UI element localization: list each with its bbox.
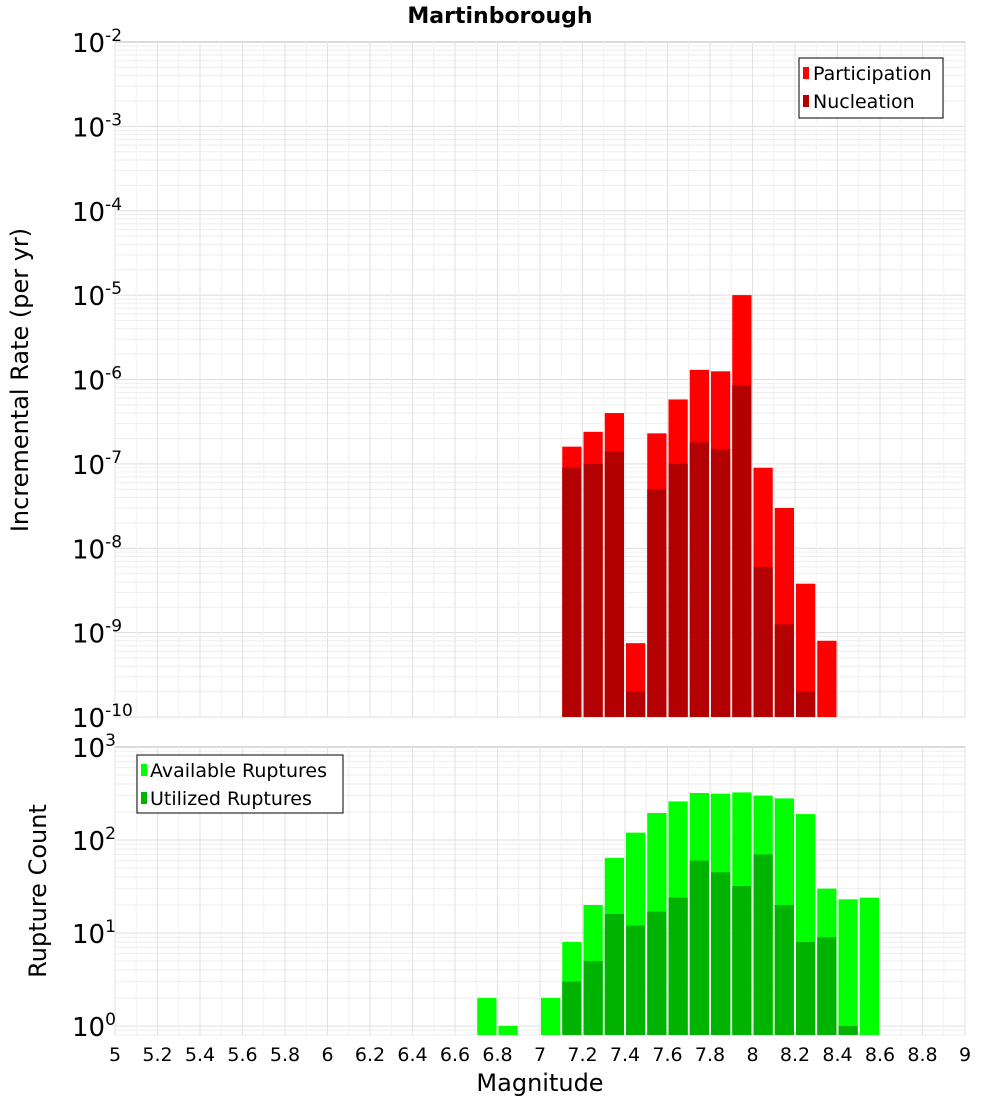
bar-nucleation	[732, 385, 752, 717]
x-tick-label: 6.2	[355, 1044, 385, 1066]
count-legend-box	[136, 754, 344, 814]
y-tick-label: 100	[72, 1010, 116, 1043]
nucleation-legend-swatch	[803, 95, 809, 107]
bar-utilized-ruptures	[732, 886, 752, 1035]
bar-utilized-ruptures	[647, 911, 667, 1035]
bar-utilized-ruptures	[626, 925, 646, 1035]
available-legend-label: Available Ruptures	[150, 760, 327, 782]
bar-available-ruptures	[498, 1025, 518, 1035]
bar-nucleation	[796, 691, 816, 717]
bar-available-ruptures	[541, 997, 561, 1035]
bar-utilized-ruptures	[796, 942, 816, 1035]
bar-utilized-ruptures	[668, 897, 688, 1035]
x-tick-label: 8.4	[822, 1044, 852, 1066]
x-tick-label: 7.8	[695, 1044, 725, 1066]
rate-bars	[562, 295, 837, 717]
x-tick-label: 6	[321, 1044, 333, 1066]
bar-available-ruptures	[838, 899, 858, 1035]
bar-utilized-ruptures	[562, 981, 582, 1035]
utilized-legend-swatch	[141, 792, 147, 804]
bar-utilized-ruptures	[583, 960, 603, 1035]
x-tick-label: 5.6	[227, 1044, 257, 1066]
x-tick-label: 5.2	[142, 1044, 172, 1066]
x-tick-label: 8.6	[865, 1044, 895, 1066]
chart-title: Martinborough	[407, 4, 592, 29]
bar-nucleation	[711, 449, 731, 717]
nucleation-legend-label: Nucleation	[813, 91, 915, 113]
bar-nucleation	[626, 691, 646, 717]
bar-utilized-ruptures	[774, 904, 794, 1035]
y-tick-label: 10-2	[72, 26, 122, 59]
bar-nucleation	[668, 463, 688, 717]
rate-gridlines	[114, 42, 966, 718]
x-axis-label: Magnitude	[476, 1069, 603, 1097]
count-y-tick-labels: 100 101 102 103	[72, 731, 116, 1043]
x-tick-label: 6.6	[440, 1044, 470, 1066]
participation-legend-label: Participation	[813, 63, 932, 85]
bar-utilized-ruptures	[817, 937, 837, 1035]
x-tick-label: 8.2	[780, 1044, 810, 1066]
x-tick-label: 7	[534, 1044, 546, 1066]
x-tick-label: 7.6	[652, 1044, 682, 1066]
bar-nucleation	[774, 624, 794, 717]
y-tick-label: 10-6	[72, 364, 122, 397]
x-tick-label: 7.4	[610, 1044, 640, 1066]
participation-legend-swatch	[803, 67, 809, 79]
x-tick-label: 8	[746, 1044, 758, 1066]
rate-y-tick-labels: 10-10 10-9 10-8 10-7 10-6 10-5 10-4 10-3 10-2	[72, 26, 133, 734]
y-tick-label: 10-8	[72, 532, 122, 565]
y-tick-label: 10-5	[72, 279, 122, 312]
bar-nucleation	[604, 451, 624, 717]
bar-participation	[817, 640, 837, 717]
bar-utilized-ruptures	[838, 1025, 858, 1035]
bar-utilized-ruptures	[711, 872, 731, 1035]
count-bars	[477, 792, 879, 1035]
bar-available-ruptures	[859, 897, 879, 1035]
y-tick-label: 10-3	[72, 110, 122, 143]
bar-nucleation	[647, 489, 667, 717]
rate-legend: Participation Nucleation	[798, 57, 944, 119]
x-tick-label: 5.4	[185, 1044, 215, 1066]
x-tick-label: 5.8	[270, 1044, 300, 1066]
bar-nucleation	[753, 566, 773, 717]
y-tick-label: 10-7	[72, 448, 122, 481]
bar-utilized-ruptures	[753, 854, 773, 1035]
x-tick-label: 9	[959, 1044, 971, 1066]
y-tick-label: 102	[72, 824, 116, 857]
x-tick-label: 7.2	[567, 1044, 597, 1066]
count-panel: 100 101 102 103 5 5.2 5.4 5.6 5.8 6 6.2 6.4 6.6 6.8 7…	[24, 731, 971, 1097]
bar-nucleation	[689, 442, 709, 717]
x-tick-labels: 5 5.2 5.4 5.6 5.8 6 6.2 6.4 6.6 6.8 7 7.2 7.4 7.6 7.8 8…	[109, 1044, 971, 1066]
y-tick-label: 10-10	[72, 701, 133, 734]
available-legend-swatch	[141, 764, 147, 776]
rate-panel: 10-10 10-9 10-8 10-7 10-6 10-5 10-4 10-3 10-2 In…	[6, 26, 966, 734]
x-tick-label: 6.4	[397, 1044, 427, 1066]
y-tick-label: 10-4	[72, 195, 122, 228]
bar-nucleation	[583, 463, 603, 717]
bar-utilized-ruptures	[689, 860, 709, 1035]
utilized-legend-label: Utilized Ruptures	[150, 788, 312, 810]
y-tick-label: 10-9	[72, 617, 122, 650]
rate-legend-box	[798, 57, 944, 119]
count-legend: Available Ruptures Utilized Ruptures	[136, 754, 344, 814]
y-tick-label: 101	[72, 917, 116, 950]
count-y-axis-label: Rupture Count	[24, 804, 52, 978]
x-tick-label: 6.8	[482, 1044, 512, 1066]
rate-y-axis-label: Incremental Rate (per yr)	[6, 228, 34, 532]
bar-participation	[796, 583, 816, 717]
x-tick-label: 8.8	[907, 1044, 937, 1066]
bar-nucleation	[562, 467, 582, 717]
y-tick-label: 103	[72, 731, 116, 764]
x-tick-label: 5	[109, 1044, 121, 1066]
bar-utilized-ruptures	[604, 914, 624, 1035]
bar-available-ruptures	[477, 997, 497, 1035]
